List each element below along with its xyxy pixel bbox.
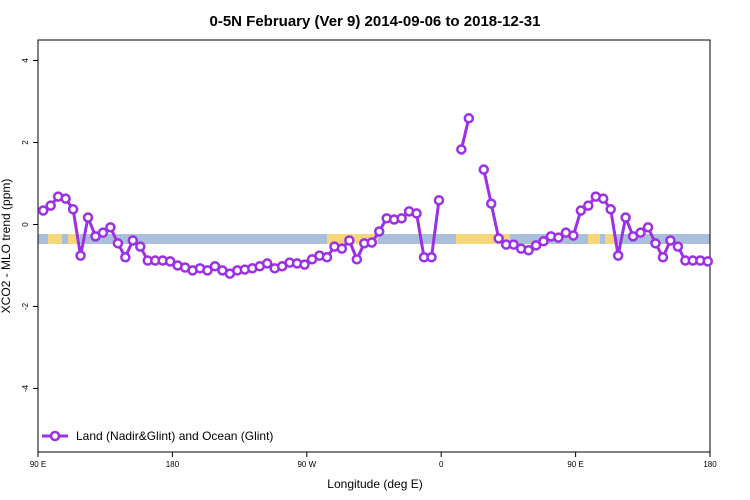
data-point <box>37 205 49 216</box>
x-tick-label: 90 W <box>297 460 316 469</box>
data-point <box>135 241 146 252</box>
data-point <box>45 200 56 211</box>
data-point <box>650 238 661 249</box>
y-tick-label: -2 <box>21 302 30 310</box>
data-point <box>575 205 587 216</box>
data-point <box>75 250 86 261</box>
land-band <box>48 234 62 244</box>
data-point <box>105 222 116 233</box>
data-point <box>493 233 504 244</box>
data-point <box>261 258 273 269</box>
data-point <box>583 200 594 211</box>
data-point <box>396 213 407 224</box>
data-point <box>127 235 139 246</box>
data-point <box>508 239 519 250</box>
data-point <box>60 193 71 204</box>
data-point <box>597 193 609 204</box>
data-point <box>209 261 221 272</box>
y-tick-label: 0 <box>21 222 30 227</box>
data-point <box>702 256 714 267</box>
data-point <box>202 265 213 276</box>
data-point <box>463 113 475 124</box>
x-tick-label: 90 E <box>567 460 583 469</box>
data-point <box>642 222 654 233</box>
land-band <box>68 234 80 244</box>
plot-frame <box>37 39 711 453</box>
data-point <box>97 227 109 238</box>
data-point <box>112 238 124 249</box>
data-point <box>366 237 378 248</box>
legend-marker <box>49 430 61 442</box>
data-point <box>426 252 437 263</box>
data-point <box>299 259 310 270</box>
data-point <box>538 236 549 247</box>
x-tick-label: 180 <box>703 460 717 469</box>
y-tick-label: -4 <box>21 384 30 392</box>
data-point <box>485 198 497 209</box>
data-point <box>456 144 467 155</box>
data-point <box>657 252 669 263</box>
data-point <box>568 230 579 241</box>
x-tick-label: 90 E <box>30 460 46 469</box>
land-band <box>588 234 600 244</box>
data-point <box>530 240 542 251</box>
x-tick-label: 180 <box>166 460 180 469</box>
data-point <box>373 226 385 237</box>
x-tick-label: 0 <box>439 460 444 469</box>
data-point <box>620 212 631 223</box>
data-point <box>120 252 131 263</box>
data-point <box>672 241 684 252</box>
data-point <box>433 195 445 206</box>
data-point <box>411 208 422 219</box>
data-point <box>67 204 79 215</box>
data-point <box>635 227 646 238</box>
land-band <box>456 234 510 244</box>
data-point <box>605 204 616 215</box>
data-point <box>665 235 676 246</box>
y-tick-label: 2 <box>21 140 30 145</box>
y-tick-label: 4 <box>21 58 30 63</box>
data-point <box>478 164 490 175</box>
chart-title: 0-5N February (Ver 9) 2014-09-06 to 2018… <box>209 13 540 30</box>
data-point <box>523 245 534 256</box>
data-point <box>82 212 94 223</box>
land-band <box>605 234 615 244</box>
data-point <box>344 235 355 246</box>
data-point <box>336 243 348 254</box>
data-point <box>321 252 333 263</box>
data-point <box>164 256 176 267</box>
legend-label: Land (Nadir&Glint) and Ocean (Glint) <box>76 429 273 443</box>
x-axis-label: Longitude (deg E) <box>327 477 422 491</box>
data-point <box>553 232 564 243</box>
data-point <box>612 250 624 261</box>
data-point <box>351 254 363 265</box>
y-axis-label: XCO2 - MLO trend (ppm) <box>0 179 13 314</box>
